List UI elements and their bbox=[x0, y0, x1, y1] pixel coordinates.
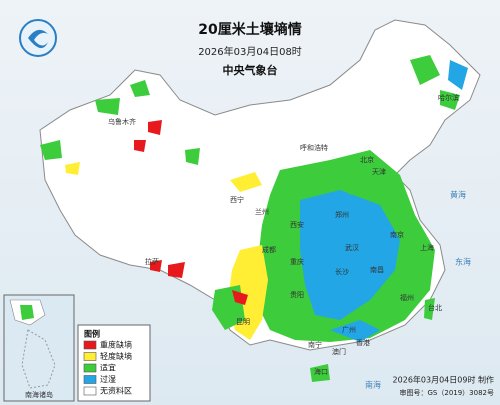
time: 2026年03月04日08时 bbox=[198, 45, 302, 58]
city-label: 乌鲁木齐 bbox=[108, 117, 136, 126]
sea-label: 黄海 bbox=[450, 190, 466, 200]
city-label: 西宁 bbox=[230, 195, 244, 204]
legend-title: 图例 bbox=[84, 329, 100, 339]
city-label: 北京 bbox=[360, 155, 374, 164]
legend-swatch bbox=[83, 363, 97, 373]
city-label: 贵阳 bbox=[290, 290, 304, 299]
inset: 南海诸岛 bbox=[3, 294, 75, 402]
legend-label: 适宜 bbox=[100, 363, 116, 373]
city-label: 福州 bbox=[400, 293, 414, 302]
legend-swatch bbox=[83, 352, 97, 361]
city-label: 西安 bbox=[290, 220, 304, 229]
soil-moisture-areas bbox=[40, 55, 468, 382]
title: 20厘米土壤墒情 bbox=[198, 21, 301, 38]
city-label: 兰州 bbox=[255, 207, 269, 216]
legend-label: 重度缺墒 bbox=[100, 340, 132, 350]
city-label: 武汉 bbox=[345, 243, 359, 252]
logo bbox=[19, 19, 57, 57]
city-label: 拉萨 bbox=[145, 257, 159, 266]
city-label: 香港 bbox=[356, 338, 370, 347]
city-label: 哈尔滨 bbox=[438, 93, 459, 102]
approval-number: 审图号：GS（2019）3082号 bbox=[400, 388, 495, 397]
cities: 哈尔滨 乌鲁木齐 呼和浩特 北京 天津 西宁 兰州 西安 郑州 南京 上海 武汉… bbox=[108, 93, 459, 376]
city-label: 台北 bbox=[428, 303, 442, 312]
sea-label: 南海 bbox=[365, 380, 381, 390]
city-label: 呼和浩特 bbox=[300, 143, 328, 152]
sea-label: 东海 bbox=[455, 257, 471, 267]
city-label: 长沙 bbox=[335, 267, 349, 276]
legend-label: 无资料区 bbox=[100, 386, 132, 396]
legend-swatch bbox=[83, 340, 97, 350]
city-label: 南京 bbox=[390, 230, 404, 239]
city-label: 天津 bbox=[372, 168, 386, 176]
city-label: 昆明 bbox=[236, 318, 250, 326]
city-label: 上海 bbox=[420, 243, 434, 252]
made-time: 2026年03月04日09时 制作 bbox=[393, 375, 494, 385]
legend-swatch bbox=[83, 386, 97, 396]
city-label: 郑州 bbox=[335, 211, 349, 219]
city-label: 成都 bbox=[262, 245, 276, 254]
legend-label: 过湿 bbox=[100, 374, 116, 384]
city-label: 澳门 bbox=[332, 347, 346, 356]
legend-swatch bbox=[83, 375, 97, 384]
legend-label: 轻度缺墒 bbox=[100, 351, 132, 361]
city-label: 广州 bbox=[342, 325, 356, 334]
city-label: 重庆 bbox=[290, 257, 304, 266]
city-label: 南昌 bbox=[370, 265, 384, 274]
seas: 黄海 东海 南海 bbox=[365, 190, 471, 390]
city-label: 海口 bbox=[314, 367, 328, 376]
inset-label: 南海诸岛 bbox=[25, 390, 53, 399]
city-label: 南宁 bbox=[308, 340, 322, 349]
issuer: 中央气象台 bbox=[223, 63, 278, 77]
